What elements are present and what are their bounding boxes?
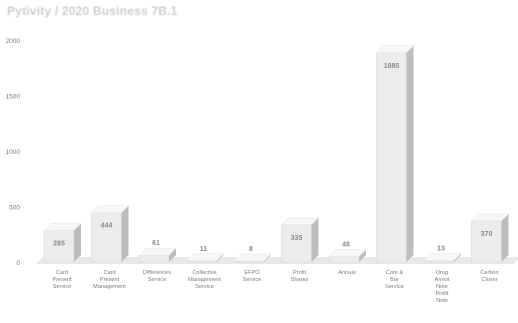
bar bbox=[138, 254, 170, 263]
value-label: 335 bbox=[291, 235, 303, 242]
bar-top bbox=[233, 253, 272, 262]
value-label: 8 bbox=[249, 246, 253, 253]
bar-top bbox=[328, 249, 367, 257]
bar-side bbox=[216, 253, 224, 262]
bar bbox=[91, 212, 122, 263]
bar-side bbox=[74, 223, 81, 262]
bar bbox=[423, 260, 455, 263]
x-tick-label: Core & Bar Service bbox=[385, 270, 404, 290]
bar-side bbox=[121, 205, 129, 262]
y-tick-label: 2000 bbox=[6, 38, 21, 45]
x-tick-label: Drug Arrest Note Profit Note bbox=[435, 270, 450, 304]
bar-side bbox=[501, 213, 509, 262]
chart-title: Pytivity / 2020 Business 7B.1 bbox=[7, 4, 178, 18]
x-tick-label: Differences Service bbox=[143, 270, 171, 283]
bar bbox=[471, 220, 502, 263]
bar-top bbox=[281, 217, 319, 226]
bar bbox=[328, 256, 360, 263]
y-tick-label: 1500 bbox=[6, 94, 21, 101]
bar-side bbox=[169, 248, 176, 262]
y-tick-label: 1000 bbox=[6, 149, 21, 156]
y-tick-label: 500 bbox=[9, 205, 20, 212]
y-tick-label: 0 bbox=[16, 260, 20, 267]
value-label: 370 bbox=[481, 231, 493, 238]
bar bbox=[376, 52, 407, 263]
bar-side bbox=[359, 249, 366, 262]
bar bbox=[281, 224, 312, 263]
bar-side bbox=[406, 45, 414, 262]
bar-top bbox=[376, 45, 414, 53]
bar-top bbox=[471, 213, 509, 222]
x-tick-label: Carbon Closer bbox=[480, 270, 498, 283]
x-tick-label: Card Present Management bbox=[93, 270, 126, 290]
bar-side bbox=[454, 253, 461, 262]
bar-side bbox=[311, 217, 319, 262]
value-label: 1885 bbox=[384, 63, 400, 70]
value-label: 444 bbox=[101, 223, 113, 230]
x-tick-label: Profit Shares bbox=[291, 270, 309, 283]
value-label: 11 bbox=[200, 246, 208, 253]
x-tick-label: Card Present Service bbox=[52, 270, 72, 290]
x-tick-label: Annual bbox=[338, 270, 355, 276]
value-label: 13 bbox=[437, 246, 445, 253]
bar-top bbox=[43, 223, 82, 231]
value-label: 48 bbox=[342, 242, 350, 249]
bar-top bbox=[91, 205, 129, 213]
bar-top bbox=[423, 253, 462, 261]
bar-top bbox=[138, 248, 177, 256]
x-tick-label: EFPO Service bbox=[243, 270, 262, 283]
bar bbox=[43, 230, 75, 263]
value-label: 61 bbox=[152, 240, 160, 247]
value-label: 285 bbox=[53, 240, 65, 247]
bar-top bbox=[186, 253, 224, 261]
x-tick-label: Collective Management Service bbox=[188, 270, 221, 290]
